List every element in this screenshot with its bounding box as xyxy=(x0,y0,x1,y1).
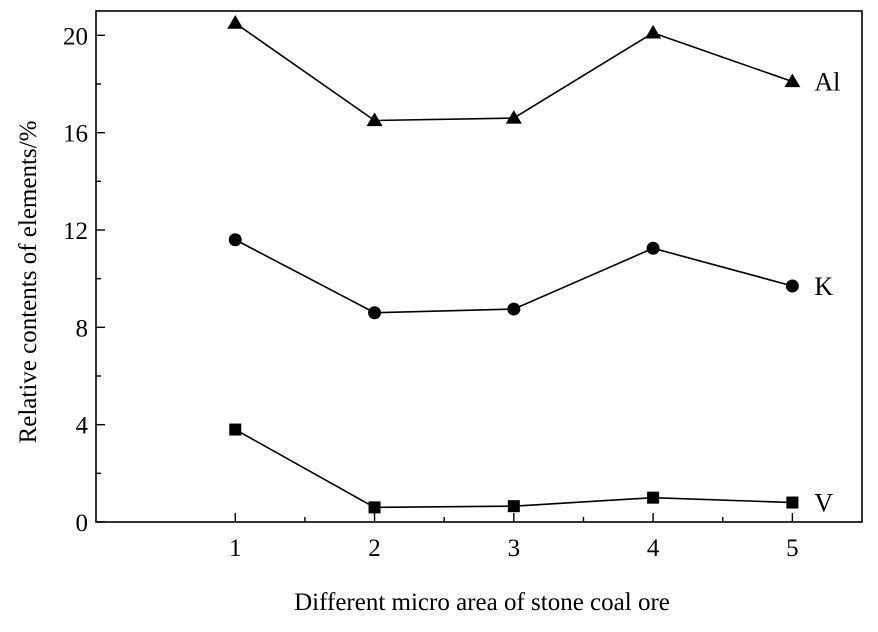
data-point-Al xyxy=(366,112,383,127)
series-label-K: K xyxy=(814,272,833,301)
plot-frame xyxy=(95,10,863,523)
data-point-V xyxy=(647,491,660,504)
series-V: V xyxy=(229,423,833,518)
y-tick-label: 8 xyxy=(76,315,89,342)
y-tick-label: 4 xyxy=(76,413,89,440)
data-point-Al xyxy=(227,15,244,29)
x-axis-ticks: 1 2 3 4 5 xyxy=(229,513,799,562)
x-tick-label: 5 xyxy=(786,535,799,562)
data-point-Al xyxy=(505,110,522,124)
x-tick-label: 3 xyxy=(508,535,521,562)
data-point-K xyxy=(228,233,242,247)
data-point-V xyxy=(786,496,799,509)
series-label-V: V xyxy=(814,489,833,518)
series-group: Al K V xyxy=(227,15,840,518)
x-tick-label: 4 xyxy=(647,535,660,562)
data-point-Al xyxy=(645,24,662,39)
data-point-V xyxy=(229,423,242,436)
data-point-K xyxy=(785,279,799,293)
y-tick-label: 16 xyxy=(63,121,88,148)
series-label-Al: Al xyxy=(814,68,840,97)
y-axis-label: Relative contents of elements/% xyxy=(15,121,42,444)
x-axis-label: Different micro area of stone coal ore xyxy=(294,589,670,616)
data-point-Al xyxy=(784,73,801,88)
series-line-Al xyxy=(234,22,793,122)
series-Al: Al xyxy=(227,15,840,127)
data-point-K xyxy=(646,241,660,255)
data-point-V xyxy=(507,500,520,513)
x-tick-label: 2 xyxy=(368,535,381,562)
series-line-V xyxy=(234,428,793,509)
data-point-K xyxy=(368,306,382,320)
x-tick-label: 1 xyxy=(229,535,242,562)
series-K: K xyxy=(228,233,833,320)
plot-border xyxy=(95,10,863,523)
y-axis-ticks: 0 4 8 12 16 20 xyxy=(63,23,105,537)
y-tick-label: 20 xyxy=(63,23,88,50)
series-line-K xyxy=(234,239,793,314)
data-point-V xyxy=(368,501,381,514)
y-tick-label: 12 xyxy=(63,218,88,245)
y-tick-label: 0 xyxy=(76,510,89,537)
data-point-K xyxy=(507,302,521,316)
